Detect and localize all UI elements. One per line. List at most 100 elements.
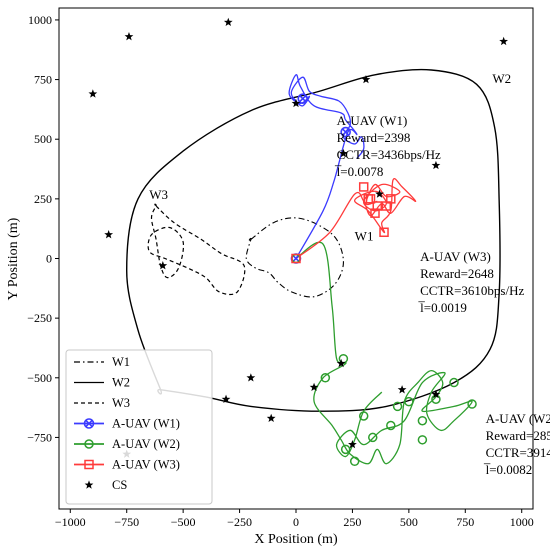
x-tick-label: 0 [293, 515, 299, 529]
uav-w2-marker [340, 444, 351, 455]
uav-w3-marker [291, 253, 301, 264]
legend-label: CS [112, 478, 127, 492]
legend-entry: W1 [74, 355, 130, 369]
uav-w2-trajectory [295, 241, 473, 465]
cs-star-marker [348, 439, 357, 449]
annotation-line: l̅=0.0082 [483, 462, 532, 477]
cs-star-marker [375, 189, 384, 198]
legend-label: W1 [112, 355, 130, 369]
y-axis-label: Y Position (m) [6, 217, 21, 300]
annotation-line: CCTR=3610bps/Hz [420, 283, 524, 298]
y-axis-ticks: −750 −500 −250 0 250 500 750 1000 [27, 13, 59, 444]
y-tick-label: −500 [27, 371, 52, 385]
legend-label: A-UAV (W3) [112, 458, 180, 472]
uav-w2-marker [392, 401, 403, 412]
annotation-line: Reward=2648 [420, 266, 494, 281]
annotation-line: Reward=2398 [337, 130, 411, 145]
y-tick-label: 250 [34, 192, 52, 206]
uav-w2-marker [417, 435, 428, 445]
legend-entry: CS [84, 478, 127, 492]
uav-w2-marker [467, 399, 477, 409]
series-layer [125, 68, 501, 467]
cs-star-marker [336, 358, 346, 368]
uav-w2-marker [404, 396, 414, 407]
x-tick-label: −500 [171, 515, 196, 529]
legend-label: A-UAV (W2) [112, 437, 180, 451]
legend-entry: A-UAV (W2) [74, 437, 180, 451]
annotation-line: CCTR=3436bps/Hz [337, 147, 441, 162]
x-tick-label: 1000 [510, 515, 534, 529]
uav-w3-marker [379, 227, 389, 238]
cs-star-marker [431, 160, 441, 170]
y-tick-label: −250 [27, 311, 52, 325]
x-tick-label: −750 [114, 515, 139, 529]
y-tick-label: 500 [34, 132, 52, 146]
uav-w3-marker [365, 194, 376, 204]
cs-star-marker [309, 382, 319, 392]
cs-star-marker [431, 389, 441, 399]
cs-star-marker [158, 261, 168, 270]
annotation-line: Reward=2854 [486, 428, 550, 443]
legend-entry: A-UAV (W3) [74, 458, 180, 472]
annotation-w2: A-UAV (W2) Reward=2854 CCTR=3914bps/Hz l̅=0… [483, 411, 550, 477]
legend-label: A-UAV (W1) [112, 417, 180, 431]
x-tick-label: −250 [227, 515, 252, 529]
legend-marker [84, 439, 94, 449]
cs-star-marker [223, 17, 233, 27]
way-labels: W1 W2 W3 [149, 71, 511, 243]
w2-waypath [125, 68, 501, 412]
cs-star-marker [104, 230, 114, 239]
uav-w2-marker [417, 415, 428, 426]
x-tick-label: 500 [400, 515, 418, 529]
legend-box [65, 349, 213, 505]
y-tick-label: 1000 [28, 13, 52, 27]
legend-entry: W2 [74, 376, 130, 390]
annotation-line: A-UAV (W2) [486, 411, 550, 426]
w1-waypath [245, 217, 344, 298]
uav-w2-marker [367, 432, 378, 443]
cs-star-marker [291, 98, 301, 108]
x-tick-label: 250 [343, 515, 361, 529]
y-tick-label: 750 [34, 73, 52, 87]
waypath-label-w2: W2 [492, 71, 511, 86]
annotation-w1: A-UAV (W1) Reward=2398 CCTR=3436bps/Hz l̅=0… [334, 113, 441, 179]
y-tick-label: 0 [46, 252, 52, 266]
annotation-line: CCTR=3914bps/Hz [486, 445, 550, 460]
uav-w3-marker [386, 194, 396, 204]
uav-w2-marker [349, 456, 360, 467]
x-tick-label: 750 [456, 515, 474, 529]
cs-layer [88, 17, 509, 458]
cs-star-marker [124, 32, 134, 41]
uav-w3-marker [358, 182, 369, 192]
annotation-line: A-UAV (W1) [337, 113, 408, 128]
legend-marker [84, 459, 94, 470]
x-axis-ticks: −1000 −750 −500 −250 0 250 500 750 1000 [55, 509, 534, 529]
legend-label: W2 [112, 376, 130, 390]
cs-star-marker [221, 394, 231, 403]
w3-waypath [147, 203, 246, 296]
cs-star-marker [397, 385, 407, 394]
x-axis-label: X Position (m) [254, 532, 338, 547]
y-tick-label: −750 [27, 430, 52, 444]
legend-marker [83, 418, 95, 429]
cs-star-marker [266, 413, 276, 423]
uav-w3-marker [370, 208, 380, 218]
uav-w3-trajectory [295, 178, 417, 260]
cs-star-marker [339, 148, 348, 158]
waypath-label-w1: W1 [355, 229, 374, 244]
uav-w1-marker [340, 126, 351, 138]
cs-star-marker [499, 36, 509, 46]
legend-label: W3 [112, 396, 130, 410]
annotation-line: l̅=0.0078 [334, 164, 383, 179]
x-tick-label: −1000 [55, 515, 86, 529]
waypath-label-w3: W3 [149, 187, 168, 202]
legend: W1 W2 W3 A-UAV (W1) A-UAV (W2) A-UAV (W3) CS [65, 349, 213, 505]
annotation-line: l̅=0.0019 [418, 300, 467, 315]
uav-w3-marker [372, 201, 383, 211]
cs-star-marker [361, 74, 371, 84]
uav-w2-marker [358, 411, 369, 421]
uav-w2-marker [320, 373, 331, 383]
uav-w1-marker [297, 93, 309, 104]
